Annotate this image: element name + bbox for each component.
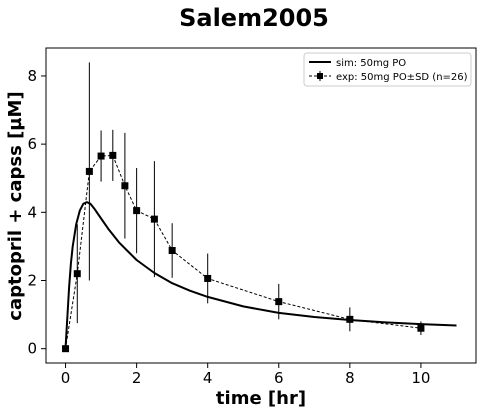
y-tick-label: 6 — [27, 135, 37, 153]
axes-frame — [45, 47, 477, 364]
exp-data-point — [150, 215, 158, 223]
x-tick-label: 4 — [203, 369, 213, 387]
exp-data-point — [346, 315, 354, 323]
legend-box — [303, 52, 472, 87]
legend: sim: 50mg PO exp: 50mg PO±SD (n=26) — [303, 52, 472, 87]
legend-sim-label: sim: 50mg PO — [336, 58, 406, 69]
exp-data-point — [133, 207, 141, 215]
exp-data-point — [204, 274, 212, 282]
y-tick-label: 4 — [27, 203, 37, 221]
x-tick-label: 6 — [274, 369, 284, 387]
exp-data-point — [62, 345, 70, 353]
plot-area — [62, 62, 457, 353]
x-axis: 0 2 4 6 8 10 — [61, 363, 430, 387]
x-axis-label: time [hr] — [216, 388, 306, 409]
exp-data-point — [97, 152, 105, 160]
exp-data-point — [121, 182, 129, 190]
exp-data-point — [168, 247, 176, 254]
x-tick-label: 0 — [61, 369, 71, 387]
exp-data-point — [73, 270, 81, 278]
x-tick-label: 8 — [345, 369, 355, 387]
y-axis: 0 2 4 6 8 — [27, 67, 46, 358]
x-tick-label: 2 — [132, 369, 142, 387]
exp-data-point — [275, 298, 283, 306]
y-tick-label: 8 — [27, 67, 37, 85]
exp-data-point — [109, 151, 117, 159]
legend-exp-marker — [317, 73, 323, 79]
sim-series-line — [64, 201, 457, 349]
y-axis-label: captopril + capss [µM] — [5, 91, 26, 320]
exp-data-point — [417, 324, 425, 332]
exp-data-point — [85, 167, 93, 175]
y-tick-label: 2 — [27, 272, 37, 290]
exp-series-line — [65, 154, 421, 349]
chart-title: Salem2005 — [179, 4, 329, 32]
legend-exp-label: exp: 50mg PO±SD (n=26) — [336, 72, 468, 83]
y-tick-label: 0 — [27, 340, 37, 358]
x-tick-label: 10 — [411, 369, 430, 387]
